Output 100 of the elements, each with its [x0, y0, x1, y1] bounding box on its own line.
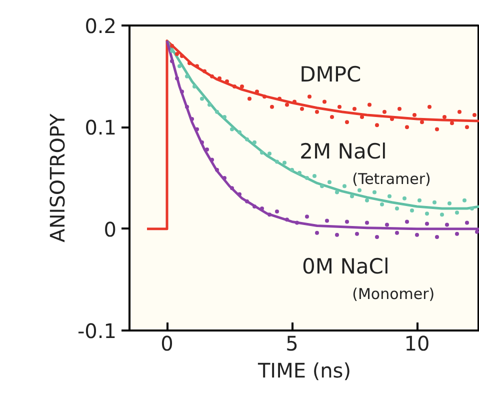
point — [188, 61, 192, 66]
point — [325, 218, 329, 223]
point — [222, 176, 226, 180]
point — [238, 130, 242, 134]
point — [428, 104, 432, 109]
point — [215, 168, 219, 172]
point — [345, 220, 349, 224]
point — [170, 59, 174, 64]
y-tick-label: 0.2 — [84, 14, 117, 38]
point — [470, 206, 474, 210]
point — [388, 194, 392, 198]
point — [425, 222, 429, 226]
point — [352, 106, 356, 111]
annotation: 0M NaCl — [302, 254, 390, 278]
point — [202, 69, 206, 74]
point — [465, 220, 469, 225]
annotation: (Monomer) — [352, 284, 435, 303]
point — [405, 220, 409, 224]
point — [305, 176, 309, 180]
point — [262, 94, 266, 99]
point — [462, 198, 466, 202]
point — [448, 201, 452, 206]
point — [178, 64, 182, 68]
point — [175, 76, 179, 80]
point — [210, 74, 214, 78]
point — [368, 102, 372, 107]
point — [475, 230, 479, 234]
point — [200, 140, 204, 144]
point — [315, 230, 319, 235]
point — [345, 120, 349, 124]
point — [215, 110, 219, 114]
point — [185, 74, 189, 78]
point — [175, 52, 179, 56]
point — [342, 184, 346, 188]
point — [312, 174, 316, 178]
point — [225, 79, 229, 84]
point — [300, 106, 304, 111]
point — [455, 232, 459, 236]
point — [395, 230, 399, 235]
point — [270, 104, 274, 109]
point — [290, 168, 294, 172]
point — [440, 212, 444, 217]
point — [402, 196, 406, 200]
point — [445, 222, 449, 227]
point — [298, 170, 302, 175]
point — [218, 76, 222, 80]
point — [330, 115, 334, 119]
point — [412, 112, 416, 117]
y-axis-title: ANISOTROPY — [45, 112, 70, 242]
x-tick-label: 5 — [286, 332, 298, 356]
y-tick-label: -0.1 — [77, 319, 117, 343]
point — [268, 152, 272, 156]
point — [295, 220, 299, 225]
point — [230, 186, 234, 190]
point — [315, 110, 319, 114]
point — [170, 44, 174, 48]
x-tick-label: 0 — [160, 332, 174, 356]
point — [338, 104, 342, 109]
point — [245, 137, 249, 142]
y-tick-label: 0.1 — [84, 116, 117, 140]
point — [385, 222, 389, 227]
point — [195, 64, 199, 68]
point — [320, 184, 324, 188]
point — [275, 210, 279, 214]
x-axis-title: TIME (ns) — [256, 358, 352, 382]
point — [355, 232, 359, 236]
point — [372, 190, 376, 194]
point — [200, 96, 204, 101]
point — [308, 94, 312, 99]
point — [360, 115, 364, 119]
point — [350, 194, 354, 198]
point — [195, 127, 199, 132]
point — [180, 90, 184, 94]
annotation: (Tetramer) — [352, 170, 431, 188]
annotation: 2M NaCl — [300, 139, 387, 164]
point — [435, 234, 439, 239]
point — [458, 110, 462, 114]
point — [205, 148, 209, 152]
point — [335, 232, 339, 237]
point — [285, 218, 289, 222]
y-tick-label: 0 — [104, 217, 117, 242]
point — [358, 188, 362, 192]
point — [450, 121, 454, 126]
point — [395, 206, 399, 210]
point — [305, 214, 309, 219]
point — [240, 84, 244, 88]
point — [192, 84, 196, 88]
point — [268, 212, 272, 217]
x-tick-label: 10 — [404, 332, 430, 356]
point — [180, 54, 184, 58]
point — [260, 206, 264, 210]
point — [415, 232, 419, 237]
point — [222, 115, 226, 119]
point — [282, 160, 286, 165]
point — [455, 210, 459, 215]
point — [418, 198, 422, 202]
point — [252, 204, 256, 208]
point — [405, 125, 409, 130]
annotation: DMPC — [300, 62, 362, 86]
point — [245, 199, 249, 204]
